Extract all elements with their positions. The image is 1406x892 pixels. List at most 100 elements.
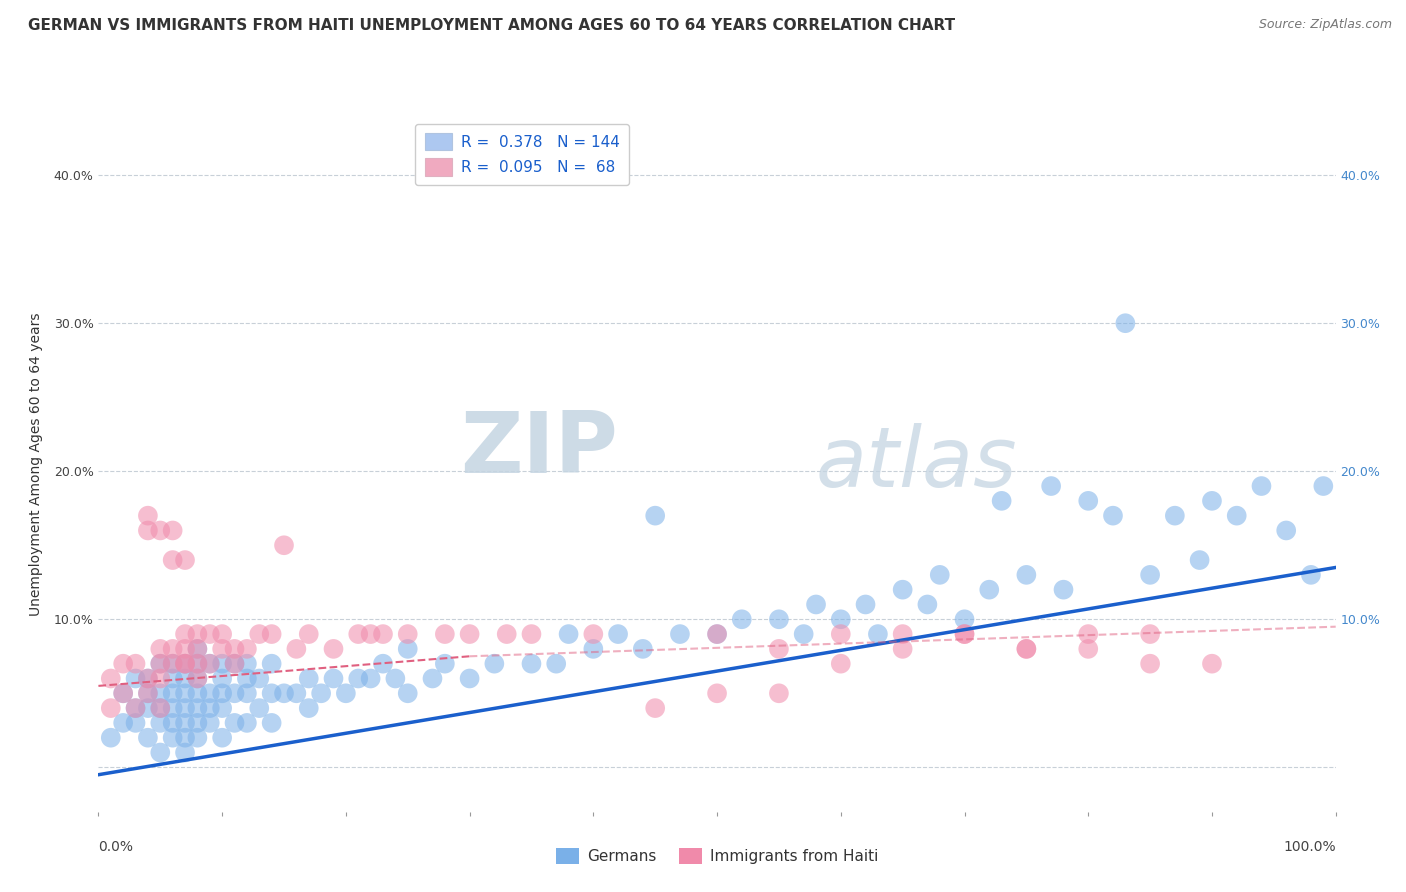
Text: 0.0%: 0.0% (98, 839, 134, 854)
Point (322, 641, 344, 656)
Point (347, 627, 370, 641)
Point (236, 686, 259, 700)
Point (162, 672, 184, 686)
Point (124, 657, 146, 671)
Point (298, 701, 321, 715)
Point (768, 641, 790, 656)
Point (174, 657, 197, 671)
Point (136, 701, 159, 715)
Point (174, 715, 197, 730)
Point (149, 524, 172, 538)
Point (174, 553, 197, 567)
Point (360, 627, 382, 641)
Point (1226, 508, 1249, 523)
Point (162, 553, 184, 567)
Point (224, 641, 246, 656)
Point (162, 657, 184, 671)
Text: atlas: atlas (815, 424, 1018, 504)
Point (706, 627, 728, 641)
Point (731, 612, 754, 626)
Point (396, 686, 419, 700)
Point (149, 672, 172, 686)
Point (830, 612, 852, 626)
Point (458, 672, 481, 686)
Point (298, 627, 321, 641)
Point (768, 686, 790, 700)
Point (198, 715, 221, 730)
Point (112, 686, 135, 700)
Point (211, 627, 233, 641)
Point (136, 672, 159, 686)
Point (1164, 508, 1187, 523)
Point (1139, 567, 1161, 582)
Point (100, 672, 122, 686)
Text: ZIP: ZIP (460, 409, 619, 491)
Point (162, 657, 184, 671)
Point (198, 686, 221, 700)
Point (706, 627, 728, 641)
Point (990, 493, 1012, 508)
Point (371, 627, 394, 641)
Point (582, 627, 605, 641)
Point (186, 731, 208, 745)
Point (149, 746, 172, 760)
Point (211, 731, 233, 745)
Point (162, 731, 184, 745)
Point (136, 686, 159, 700)
Point (124, 715, 146, 730)
Text: GERMAN VS IMMIGRANTS FROM HAITI UNEMPLOYMENT AMONG AGES 60 TO 64 YEARS CORRELATI: GERMAN VS IMMIGRANTS FROM HAITI UNEMPLOY… (28, 18, 955, 33)
Point (124, 701, 146, 715)
Point (1077, 493, 1099, 508)
Point (891, 627, 914, 641)
Point (174, 657, 197, 671)
Point (1040, 479, 1063, 493)
Y-axis label: Unemployment Among Ages 60 to 64 years: Unemployment Among Ages 60 to 64 years (28, 312, 42, 615)
Point (112, 715, 135, 730)
Point (149, 641, 172, 656)
Point (260, 715, 283, 730)
Point (706, 686, 728, 700)
Point (1114, 316, 1136, 330)
Point (1139, 657, 1161, 671)
Point (384, 672, 406, 686)
Point (198, 701, 221, 715)
Point (211, 672, 233, 686)
Point (793, 627, 815, 641)
Point (928, 567, 950, 582)
Point (186, 715, 208, 730)
Point (520, 627, 543, 641)
Point (298, 672, 321, 686)
Point (273, 538, 295, 552)
Point (198, 657, 221, 671)
Point (347, 672, 370, 686)
Point (186, 701, 208, 715)
Point (1015, 567, 1038, 582)
Point (149, 701, 172, 715)
Point (433, 657, 456, 671)
Point (211, 686, 233, 700)
Point (247, 701, 270, 715)
Point (582, 641, 605, 656)
Point (979, 582, 1001, 597)
Point (917, 598, 939, 612)
Point (174, 627, 197, 641)
Point (1275, 524, 1298, 538)
Point (953, 612, 976, 626)
Point (396, 627, 419, 641)
Point (285, 641, 308, 656)
Point (285, 686, 308, 700)
Point (804, 598, 827, 612)
Point (335, 686, 357, 700)
Point (162, 641, 184, 656)
Point (1015, 641, 1038, 656)
Point (186, 657, 208, 671)
Point (162, 701, 184, 715)
Point (520, 657, 543, 671)
Point (484, 657, 506, 671)
Point (236, 657, 259, 671)
Point (371, 657, 394, 671)
Point (546, 657, 568, 671)
Point (247, 627, 270, 641)
Point (1188, 553, 1211, 567)
Point (1102, 508, 1125, 523)
